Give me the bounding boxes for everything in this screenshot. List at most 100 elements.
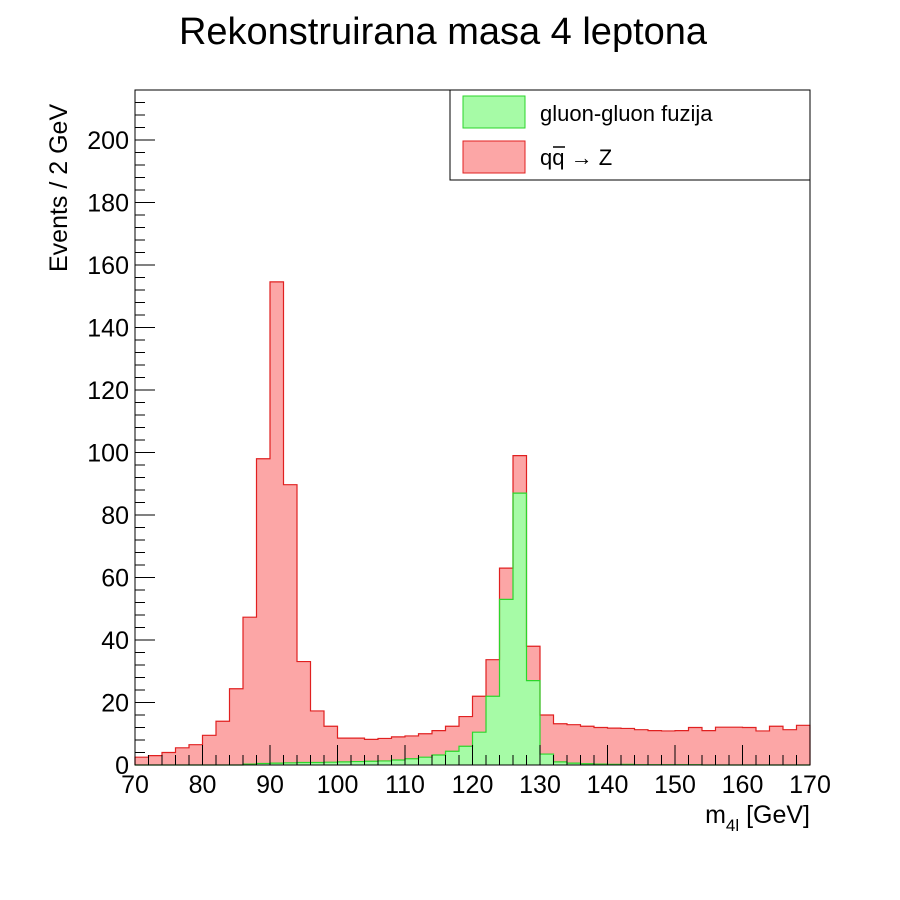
bar-qq-bin-0 (135, 757, 149, 765)
outline-qq (134, 281, 811, 765)
legend-label-qq: qq → Z (540, 145, 612, 170)
bar-qq-bin-33 (580, 726, 594, 765)
bar-qq-bin-18 (378, 738, 392, 765)
bar-qq-bin-12 (297, 661, 311, 765)
bar-qq-bin-14 (324, 726, 338, 765)
x-tick-label: 120 (452, 771, 494, 799)
legend-label-gluon: gluon-gluon fuzija (540, 101, 713, 126)
x-tick-label: 130 (519, 771, 561, 799)
bar-gluon-bin-14 (324, 762, 338, 765)
bar-gluon-bin-31 (553, 761, 567, 765)
bar-qq-bin-43 (715, 727, 729, 765)
bar-qq-bin-1 (148, 755, 162, 765)
bar-gluon-bin-17 (364, 761, 378, 765)
x-axis-unit (739, 801, 746, 829)
bar-qq-bin-9 (256, 458, 270, 765)
bar-gluon-bin-9 (256, 763, 270, 765)
x-axis-units: [GeV] (746, 801, 810, 829)
bar-qq-bin-30 (540, 715, 554, 765)
bar-qq-bin-44 (729, 727, 743, 765)
bar-qq-bin-31 (553, 723, 567, 765)
bar-qq-bin-45 (742, 727, 756, 765)
x-axis-title: m4l [GeV] (705, 801, 810, 835)
legend-swatch-gluon (462, 95, 526, 129)
bar-qq-bin-42 (702, 730, 716, 765)
bar-qq-bin-32 (567, 724, 581, 765)
bar-qq-bin-8 (243, 617, 257, 765)
bar-qq-bin-6 (216, 721, 230, 765)
bar-qq-bin-46 (756, 730, 770, 765)
bar-qq-bin-37 (634, 729, 648, 765)
y-tick-label: 180 (87, 190, 129, 218)
x-tick-label: 80 (189, 771, 217, 799)
bar-qq-bin-35 (607, 728, 621, 765)
y-tick-label: 60 (101, 565, 129, 593)
bar-gluon-bin-25 (472, 732, 486, 765)
y-tick-label: 160 (87, 252, 129, 280)
bar-qq-bin-3 (175, 747, 189, 765)
bar-qq-bin-39 (661, 730, 675, 765)
y-tick-label: 120 (87, 377, 129, 405)
bar-qq-bin-19 (391, 736, 405, 765)
bar-qq-bin-13 (310, 710, 324, 765)
histogram-bars (134, 281, 811, 766)
x-axis-var: m (705, 801, 726, 829)
bar-gluon-bin-28 (513, 493, 527, 765)
bar-gluon-bin-23 (445, 751, 459, 765)
bar-gluon-bin-20 (405, 758, 419, 765)
bar-gluon-bin-12 (297, 762, 311, 765)
bar-gluon-bin-22 (432, 755, 446, 765)
y-tick-label: 140 (87, 315, 129, 343)
x-tick-label: 170 (789, 771, 831, 799)
x-tick-label: 100 (317, 771, 359, 799)
bar-qq-bin-16 (351, 738, 365, 765)
bar-qq-bin-15 (337, 738, 351, 765)
bar-qq-bin-36 (621, 728, 635, 765)
bar-qq-bin-17 (364, 739, 378, 765)
legend-swatch-qq (462, 140, 526, 174)
axis-ticks (134, 89, 811, 766)
x-tick-label: 110 (385, 771, 425, 799)
bar-gluon-bin-29 (526, 680, 540, 765)
bar-qq-bin-47 (769, 726, 783, 765)
bar-qq-bin-4 (189, 744, 203, 765)
bar-gluon-bin-32 (567, 763, 581, 765)
bar-gluon-bin-10 (270, 763, 284, 765)
legend-arrow-text: → Z (564, 145, 612, 170)
bar-qq-bin-40 (675, 730, 689, 765)
y-tick-label: 200 (87, 127, 129, 155)
bar-gluon-bin-19 (391, 760, 405, 765)
x-axis-sub: 4l (726, 816, 739, 835)
bar-qq-bin-49 (796, 725, 810, 765)
y-tick-label: 40 (101, 627, 129, 655)
legend-qq-text: qq (540, 145, 564, 170)
bar-gluon-bin-15 (337, 761, 351, 765)
bar-qq-bin-34 (594, 727, 608, 765)
bar-qq-bin-5 (202, 735, 216, 765)
bar-gluon-bin-21 (418, 757, 432, 765)
bar-gluon-bin-26 (486, 696, 500, 765)
x-tick-labels: 70 80 90 100 110 120 130 140 150 160 170 (121, 771, 831, 799)
bar-qq-bin-41 (688, 727, 702, 765)
y-tick-label: 100 (87, 440, 129, 468)
bar-gluon-bin-30 (540, 754, 554, 765)
y-tick-labels: 0 20 40 60 80 100 120 140 160 180 200 (87, 127, 129, 780)
x-tick-label: 150 (654, 771, 696, 799)
x-tick-label: 160 (722, 771, 764, 799)
bar-gluon-bin-18 (378, 760, 392, 765)
y-tick-label: 20 (101, 690, 129, 718)
bar-qq-bin-48 (783, 729, 797, 765)
chart-title: Rekonstruirana masa 4 leptona (179, 11, 708, 53)
x-tick-label: 70 (121, 771, 149, 799)
bar-qq-bin-38 (648, 730, 662, 765)
y-tick-label: 80 (101, 502, 129, 530)
bar-qq-bin-20 (405, 735, 419, 765)
bar-gluon-bin-13 (310, 762, 324, 765)
bar-gluon-bin-11 (283, 762, 297, 765)
plot-frame (134, 89, 811, 766)
y-tick-label: 0 (115, 752, 129, 780)
y-axis-title: Events / 2 GeV (45, 104, 73, 272)
bar-gluon-bin-27 (499, 599, 513, 765)
bar-qq-bin-7 (229, 688, 243, 765)
